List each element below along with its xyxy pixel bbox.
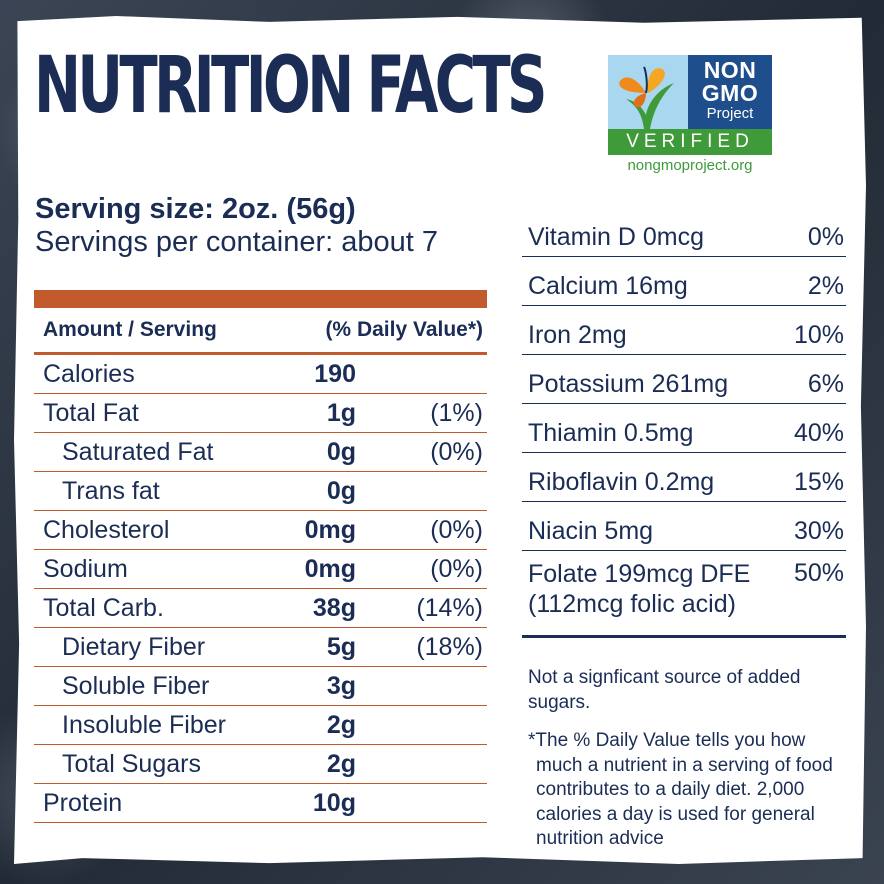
nutrient-amount: 0mg [304, 516, 356, 544]
header-daily-value-label: (% Daily Value*) [325, 318, 483, 341]
added-sugars-note: Not a signficant source of added sugars. [528, 667, 801, 713]
nutrient-name: Soluble Fiber [62, 672, 210, 700]
nutrient-daily-value: (18%) [416, 633, 483, 661]
orange-divider [34, 290, 487, 308]
nutrient-amount: 3g [326, 672, 356, 700]
vitamin-daily-value: 10% [793, 321, 844, 349]
vitamin-name: Potassium 261mg [528, 370, 729, 398]
vitamin-row: Riboflavin 0.2mg 15% [522, 453, 846, 502]
nutrient-daily-value: (14%) [416, 594, 483, 622]
logo-url: nongmoproject.org [627, 157, 753, 174]
vitamin-name: Vitamin D 0mcg [528, 223, 704, 251]
table-row: Insoluble Fiber 2g [34, 706, 487, 745]
nutrient-name: Dietary Fiber [62, 633, 206, 661]
vitamin-row: Potassium 261mg 6% [522, 355, 846, 404]
vitamin-daily-value: 6% [807, 370, 844, 398]
nutrient-daily-value: (0%) [430, 516, 483, 544]
nutrient-daily-value: (0%) [430, 438, 483, 466]
nutrient-amount: 0g [326, 477, 356, 505]
table-row: Saturated Fat 0g (0%) [34, 433, 487, 472]
vitamin-row: Iron 2mg 10% [522, 306, 846, 355]
nutrient-daily-value: (1%) [430, 399, 483, 427]
table-row: Total Fat 1g (1%) [34, 394, 487, 433]
vitamin-table: Vitamin D 0mcg 0% Calcium 16mg 2% Iron 2… [522, 208, 846, 638]
label-card [14, 16, 866, 864]
nutrient-name: Total Sugars [62, 750, 201, 778]
table-row: Dietary Fiber 5g (18%) [34, 628, 487, 667]
vitamin-daily-value: 0% [807, 223, 844, 251]
nutrient-amount: 1g [326, 399, 356, 427]
serving-info: Serving size: 2oz. (56g) Servings per co… [35, 193, 438, 259]
logo-verified-banner: VERIFIED [608, 129, 772, 155]
header-amount-label: Amount / Serving [43, 318, 217, 341]
vitamin-row: Folate 199mcg DFE (112mcg folic acid) 50… [522, 551, 846, 638]
vitamin-row: Thiamin 0.5mg 40% [522, 404, 846, 453]
vitamin-row: Calcium 16mg 2% [522, 257, 846, 306]
nutrient-amount: 2g [326, 711, 356, 739]
table-row: Calories 190 [34, 355, 487, 394]
table-row: Sodium 0mg (0%) [34, 550, 487, 589]
nutrient-amount: 5g [326, 633, 356, 661]
nutrient-amount: 0g [326, 438, 356, 466]
table-row: Trans fat 0g [34, 472, 487, 511]
vitamin-daily-value: 2% [807, 272, 844, 300]
vitamin-daily-value: 40% [793, 419, 844, 447]
nutrient-name: Cholesterol [43, 516, 170, 544]
nutrient-amount: 2g [326, 750, 356, 778]
vitamin-name: Calcium 16mg [528, 272, 688, 300]
table-row: Total Carb. 38g (14%) [34, 589, 487, 628]
daily-value-footnote: *The % Daily Value tells you how much a … [528, 730, 833, 849]
nutrient-name: Insoluble Fiber [62, 711, 226, 739]
vitamin-name: Riboflavin 0.2mg [528, 468, 715, 496]
table-header: Amount / Serving (% Daily Value*) [34, 308, 487, 355]
nutrient-name: Calories [43, 360, 135, 388]
vitamin-name: Folate 199mcg DFE (112mcg folic acid) [528, 560, 751, 618]
logo-line-gmo: GMO [701, 80, 759, 106]
vitamin-name: Iron 2mg [528, 321, 627, 349]
vitamin-daily-value: 15% [793, 468, 844, 496]
nutrient-name: Saturated Fat [62, 438, 214, 466]
table-row: Total Sugars 2g [34, 745, 487, 784]
vitamin-daily-value: 50% [793, 559, 844, 587]
nutrient-daily-value: (0%) [430, 555, 483, 583]
vitamin-name: Thiamin 0.5mg [528, 419, 694, 447]
nutrient-name: Total Carb. [43, 594, 164, 622]
logo-line-project: Project [706, 105, 754, 122]
vitamin-row: Niacin 5mg 30% [522, 502, 846, 551]
serving-size: Serving size: 2oz. (56g) [35, 193, 356, 225]
nutrient-amount: 38g [312, 594, 356, 622]
logo-line-non: NON [703, 57, 757, 83]
nutrient-amount: 0mg [304, 555, 356, 583]
nutrient-name: Total Fat [43, 399, 139, 427]
vitamin-row: Vitamin D 0mcg 0% [522, 208, 846, 257]
nutrient-amount: 190 [314, 360, 356, 388]
non-gmo-logo: NON GMO Project VERIFIED nongmoproject.o… [608, 55, 772, 175]
vitamin-daily-value: 30% [793, 517, 844, 545]
nutrient-name: Protein [43, 789, 123, 817]
vitamin-name: Niacin 5mg [528, 517, 654, 545]
table-row: Cholesterol 0mg (0%) [34, 511, 487, 550]
nutrient-amount: 10g [312, 789, 356, 817]
nutrient-name: Sodium [43, 555, 128, 583]
servings-per-container: Servings per container: about 7 [35, 226, 439, 258]
nutrient-name: Trans fat [62, 477, 160, 505]
nutrient-table: Amount / Serving (% Daily Value*) Calori… [34, 290, 487, 823]
table-row: Soluble Fiber 3g [34, 667, 487, 706]
page-title: NUTRITION FACTS [34, 41, 548, 131]
table-row: Protein 10g [34, 784, 487, 823]
